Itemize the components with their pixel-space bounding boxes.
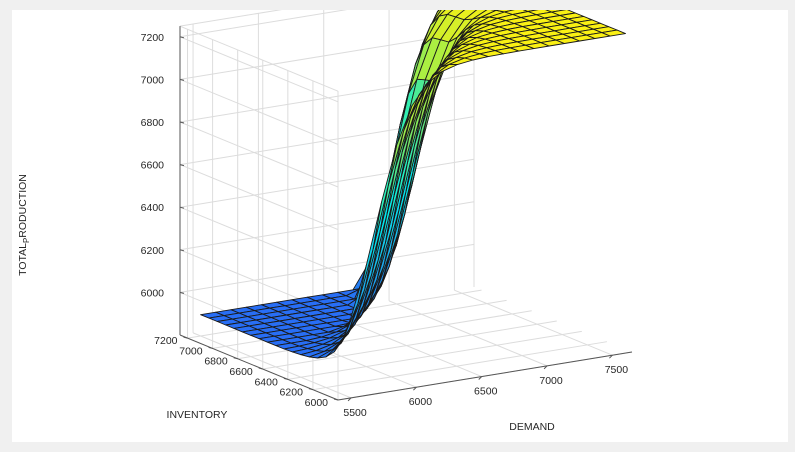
z-axis-label-main: TOTAL xyxy=(17,243,29,276)
y-tick-label: 6400 xyxy=(254,376,278,388)
grid-line xyxy=(179,164,339,231)
x-tick-label: 7500 xyxy=(605,364,629,376)
surface-layer xyxy=(200,0,626,359)
x-tick xyxy=(478,376,483,380)
grid-line xyxy=(179,121,339,188)
axis-layer: 5500600065007000750060006200640066006800… xyxy=(141,26,633,419)
z-tick xyxy=(179,78,185,81)
grid-line xyxy=(237,310,532,360)
y-tick xyxy=(233,357,238,360)
grid-line xyxy=(179,201,475,251)
box-edge xyxy=(179,25,339,92)
z-tick xyxy=(179,291,185,294)
grid-line xyxy=(179,0,409,38)
y-tick-label: 6600 xyxy=(229,366,253,378)
y-tick-label: 6800 xyxy=(204,356,228,368)
y-axis-label: INVENTORY xyxy=(167,409,228,421)
x-axis-line xyxy=(337,351,633,401)
y-tick xyxy=(183,336,188,339)
z-tick-label: 6400 xyxy=(141,202,165,214)
z-tick-label: 6600 xyxy=(141,160,165,172)
z-axis-label-tail: RODUCTION xyxy=(17,174,29,238)
grid-line xyxy=(179,206,339,273)
y-tick-label: 6200 xyxy=(280,387,304,399)
z-tick-label: 7000 xyxy=(141,74,165,86)
z-tick-label: 6800 xyxy=(141,117,165,129)
x-tick-label: 5500 xyxy=(343,407,367,419)
z-axis-label: TOTALPRODUCTION xyxy=(17,174,31,276)
z-tick-label: 7200 xyxy=(141,32,165,44)
y-tick-label: 7000 xyxy=(179,345,203,357)
grid-line xyxy=(262,320,557,370)
z-tick xyxy=(179,249,185,252)
plot-area: 5500 6000 6500 7000 7500 6000 6200 6400 6600 6800… xyxy=(12,0,788,442)
grid-line xyxy=(388,300,548,367)
z-tick xyxy=(179,121,185,124)
grid-line xyxy=(179,78,339,145)
z-tick-label: 6000 xyxy=(141,287,165,299)
y-tick xyxy=(333,398,339,401)
x-tick xyxy=(543,365,548,370)
grid-line xyxy=(287,330,582,380)
grid-line xyxy=(212,299,507,349)
surface-patch xyxy=(601,29,626,37)
y-tick xyxy=(208,346,213,349)
y-tick xyxy=(283,377,288,380)
y-tick xyxy=(308,388,314,391)
x-tick xyxy=(413,386,417,391)
grid-line xyxy=(179,158,475,208)
grid-line xyxy=(312,341,608,391)
x-tick xyxy=(347,397,352,402)
x-tick-label: 6000 xyxy=(409,396,433,408)
grid-line xyxy=(192,332,352,399)
z-axis-label-subscript: P xyxy=(22,238,31,243)
z-tick xyxy=(179,164,185,167)
grid-line xyxy=(179,243,475,293)
label-layer: DEMAND INVENTORY TOTALPRODUCTION xyxy=(17,174,555,433)
z-tick xyxy=(179,206,185,209)
x-tick-label: 6500 xyxy=(474,386,498,398)
z-tick xyxy=(179,36,185,39)
grid-line xyxy=(454,289,613,356)
x-tick-label: 7000 xyxy=(539,375,563,387)
y-tick-label: 6000 xyxy=(305,397,329,409)
x-tick xyxy=(609,354,613,359)
z-tick-label: 6200 xyxy=(141,245,165,257)
y-tick xyxy=(258,367,263,370)
x-axis-label: DEMAND xyxy=(509,421,555,433)
y-tick-label: 7200 xyxy=(154,335,178,347)
surface-chart: 5500600065007000750060006200640066006800… xyxy=(17,0,633,433)
grid-line xyxy=(179,36,339,103)
